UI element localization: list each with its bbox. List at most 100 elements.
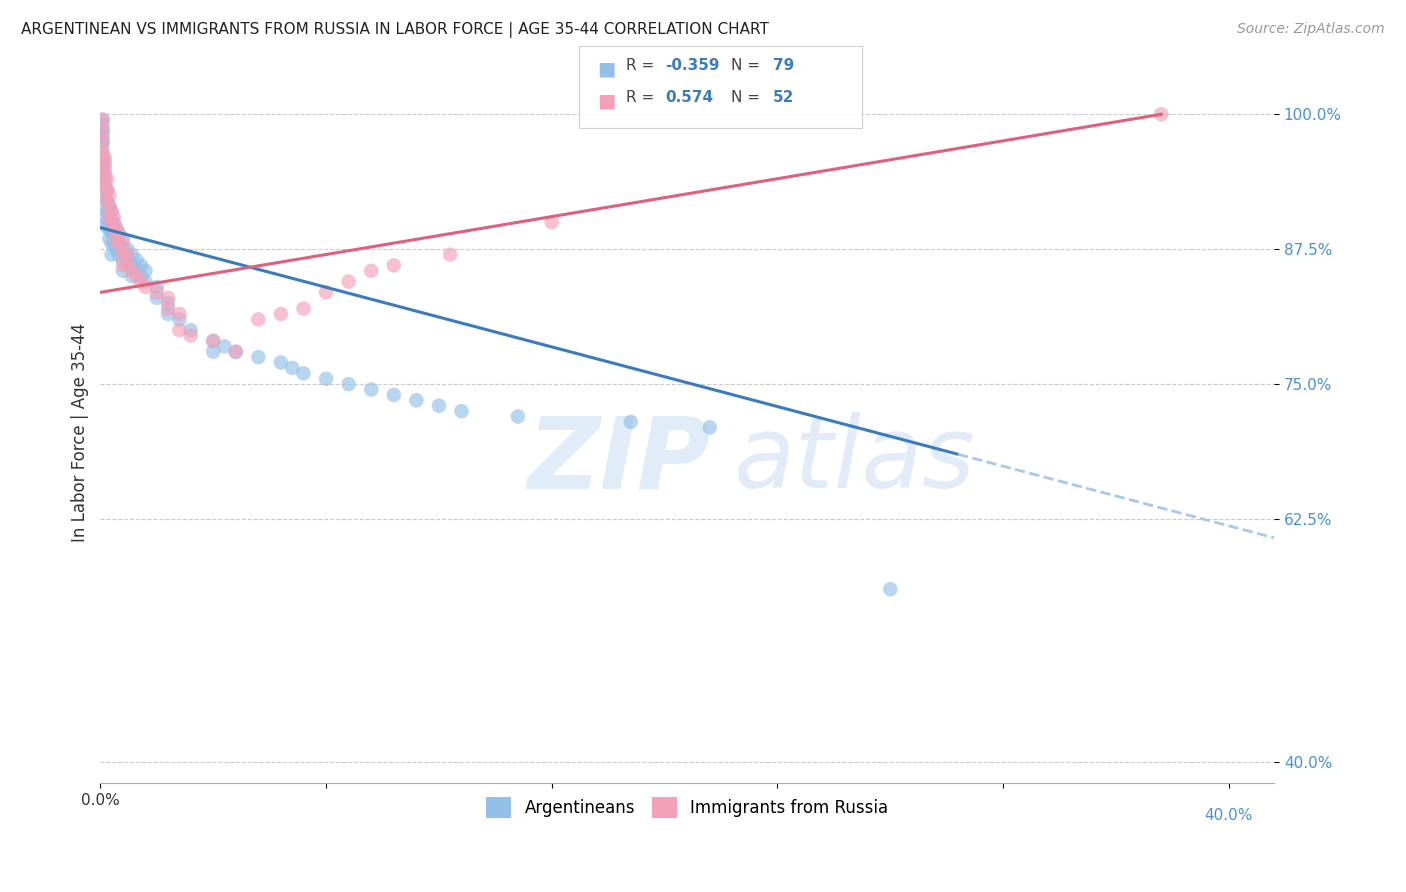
- Point: [94, 210, 117, 224]
- Point: [157, 301, 180, 316]
- Point: [247, 350, 270, 364]
- Point: [105, 231, 128, 245]
- Legend: Argentineans, Immigrants from Russia: Argentineans, Immigrants from Russia: [479, 790, 894, 824]
- Point: [225, 344, 247, 359]
- Point: [111, 259, 134, 273]
- Point: [91, 134, 114, 148]
- Point: [117, 247, 139, 261]
- Point: [202, 334, 225, 348]
- Text: 52: 52: [773, 90, 794, 105]
- Point: [292, 367, 315, 381]
- Point: [103, 236, 125, 251]
- Point: [111, 231, 134, 245]
- Point: [129, 259, 152, 273]
- Point: [103, 226, 125, 240]
- Point: [506, 409, 529, 424]
- Point: [121, 259, 143, 273]
- Point: [91, 128, 114, 143]
- Point: [107, 226, 129, 240]
- Point: [105, 231, 128, 245]
- Point: [134, 264, 156, 278]
- Point: [382, 259, 405, 273]
- Point: [121, 264, 143, 278]
- Point: [879, 582, 901, 597]
- Point: [146, 280, 169, 294]
- Point: [111, 236, 134, 251]
- Text: 0.574: 0.574: [665, 90, 713, 105]
- Point: [100, 215, 122, 229]
- Point: [98, 210, 121, 224]
- Point: [94, 178, 117, 192]
- Point: [129, 269, 152, 284]
- Point: [111, 252, 134, 267]
- Point: [91, 151, 114, 165]
- Point: [134, 280, 156, 294]
- Text: N =: N =: [731, 58, 765, 73]
- Point: [98, 231, 121, 245]
- Point: [100, 226, 122, 240]
- Point: [91, 112, 114, 127]
- Point: [247, 312, 270, 326]
- Point: [103, 220, 125, 235]
- Point: [405, 393, 427, 408]
- Point: [125, 269, 148, 284]
- Point: [105, 220, 128, 235]
- Point: [98, 210, 121, 224]
- Point: [103, 210, 125, 224]
- Point: [169, 307, 191, 321]
- Text: atlas: atlas: [734, 412, 976, 509]
- Point: [107, 236, 129, 251]
- Point: [427, 399, 450, 413]
- Point: [100, 247, 122, 261]
- Text: ■: ■: [598, 60, 616, 78]
- Point: [105, 220, 128, 235]
- Point: [169, 323, 191, 337]
- Point: [111, 264, 134, 278]
- Point: [100, 215, 122, 229]
- Point: [100, 204, 122, 219]
- Point: [270, 307, 292, 321]
- Point: [169, 312, 191, 326]
- Point: [382, 388, 405, 402]
- Point: [337, 275, 360, 289]
- Point: [94, 188, 117, 202]
- Point: [699, 420, 721, 434]
- Point: [117, 252, 139, 267]
- Point: [100, 204, 122, 219]
- Point: [94, 183, 117, 197]
- Text: R =: R =: [626, 58, 659, 73]
- Point: [1150, 107, 1173, 121]
- Point: [91, 134, 114, 148]
- Point: [98, 199, 121, 213]
- Point: [360, 383, 382, 397]
- Point: [134, 275, 156, 289]
- Point: [103, 215, 125, 229]
- Text: 40.0%: 40.0%: [1205, 808, 1253, 823]
- Point: [111, 247, 134, 261]
- Point: [225, 344, 247, 359]
- Point: [91, 156, 114, 170]
- Point: [96, 172, 118, 186]
- Point: [96, 204, 118, 219]
- Point: [450, 404, 472, 418]
- Y-axis label: In Labor Force | Age 35-44: In Labor Force | Age 35-44: [72, 323, 89, 542]
- Point: [292, 301, 315, 316]
- Point: [91, 123, 114, 137]
- Text: R =: R =: [626, 90, 664, 105]
- Point: [125, 264, 148, 278]
- Point: [91, 172, 114, 186]
- Point: [111, 242, 134, 256]
- Text: ■: ■: [598, 92, 616, 111]
- Point: [94, 151, 117, 165]
- Point: [129, 275, 152, 289]
- Point: [146, 285, 169, 300]
- Point: [620, 415, 643, 429]
- Point: [91, 123, 114, 137]
- Point: [94, 199, 117, 213]
- Point: [91, 161, 114, 176]
- Point: [91, 145, 114, 159]
- Text: ZIP: ZIP: [527, 412, 710, 509]
- Point: [202, 334, 225, 348]
- Point: [281, 360, 304, 375]
- Text: -0.359: -0.359: [665, 58, 720, 73]
